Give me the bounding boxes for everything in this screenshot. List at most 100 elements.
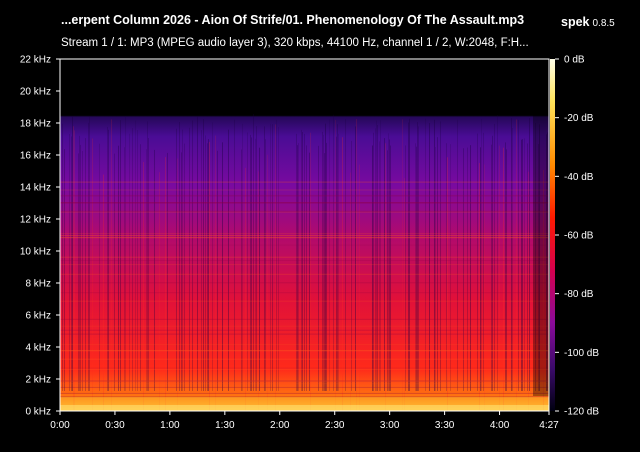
freq-tick-label: 22 kHz [20, 55, 51, 66]
streak [310, 132, 311, 411]
freq-tick-label: 14 kHz [20, 183, 51, 194]
streak [318, 145, 319, 391]
streak [324, 153, 325, 391]
streak [228, 129, 229, 392]
streak [72, 116, 73, 391]
streak [222, 142, 223, 391]
streak [404, 178, 405, 411]
streak [405, 145, 406, 391]
streak [207, 143, 208, 391]
band [60, 380, 549, 382]
band [60, 235, 549, 236]
file-title: ...erpent Column 2026 - Aion Of Strife/0… [61, 13, 525, 27]
band [60, 211, 549, 213]
band [60, 194, 549, 196]
streak [494, 123, 495, 391]
freq-tick-label: 10 kHz [20, 247, 51, 258]
freq-tick-label: 12 kHz [20, 215, 51, 226]
streak [499, 145, 500, 411]
band [60, 181, 549, 183]
streak [71, 136, 72, 391]
streak [479, 163, 480, 411]
streak [546, 134, 547, 391]
streak [512, 128, 513, 392]
band [60, 318, 549, 320]
streak [355, 126, 356, 391]
streak [197, 116, 198, 391]
band [60, 333, 549, 335]
band [60, 264, 549, 266]
streak [146, 149, 147, 391]
streak [335, 119, 336, 411]
band [60, 343, 549, 345]
streak [181, 152, 182, 391]
streak [259, 147, 260, 391]
streak [543, 170, 544, 411]
band [60, 350, 549, 352]
streak [85, 138, 86, 391]
streak [135, 120, 136, 391]
band [60, 300, 549, 302]
streak [470, 145, 471, 391]
streak [120, 120, 121, 392]
streak [176, 128, 177, 391]
band [60, 282, 549, 284]
streak [99, 143, 100, 391]
band [60, 292, 549, 294]
streak [435, 147, 436, 391]
streak [521, 139, 522, 391]
streak [301, 129, 302, 391]
streak [137, 130, 138, 392]
streak [425, 118, 426, 391]
streak [483, 132, 484, 391]
fade-out [533, 114, 549, 396]
streak [375, 128, 376, 391]
streak [450, 144, 451, 391]
db-colorbar [550, 59, 555, 411]
streak [402, 119, 403, 411]
streak [329, 119, 330, 391]
streak [463, 148, 464, 391]
streak [103, 174, 104, 411]
streak [480, 147, 481, 391]
streak [143, 162, 144, 411]
streak [323, 134, 324, 391]
streak [535, 123, 536, 392]
streak [516, 119, 517, 411]
band [60, 358, 549, 360]
band [60, 236, 549, 238]
time-tick-label: 2:30 [325, 420, 345, 431]
streak [278, 127, 279, 391]
band [60, 386, 549, 388]
streak [503, 147, 504, 411]
streak [376, 120, 377, 392]
streak [88, 122, 89, 392]
streak [80, 144, 81, 391]
time-tick-label: 3:30 [435, 420, 455, 431]
streak [326, 142, 327, 391]
band [60, 189, 549, 191]
streak [118, 145, 119, 391]
band [60, 380, 549, 382]
time-tick-label: 2:00 [270, 420, 290, 431]
streak [201, 130, 202, 391]
streak [276, 119, 277, 392]
db-tick-label: -120 dB [564, 407, 599, 418]
streak [184, 143, 185, 391]
streak [359, 164, 360, 411]
streak [182, 129, 183, 391]
band [60, 202, 549, 204]
band [60, 367, 549, 369]
streak [253, 114, 254, 391]
streak [234, 119, 235, 391]
streak [434, 119, 435, 392]
streak [351, 140, 352, 391]
streak [418, 126, 419, 391]
streak [345, 119, 346, 392]
band [60, 273, 549, 275]
streak [447, 157, 448, 411]
streak [511, 118, 512, 391]
streak [390, 145, 391, 391]
band [60, 233, 549, 234]
freq-tick-label: 4 kHz [25, 343, 51, 354]
